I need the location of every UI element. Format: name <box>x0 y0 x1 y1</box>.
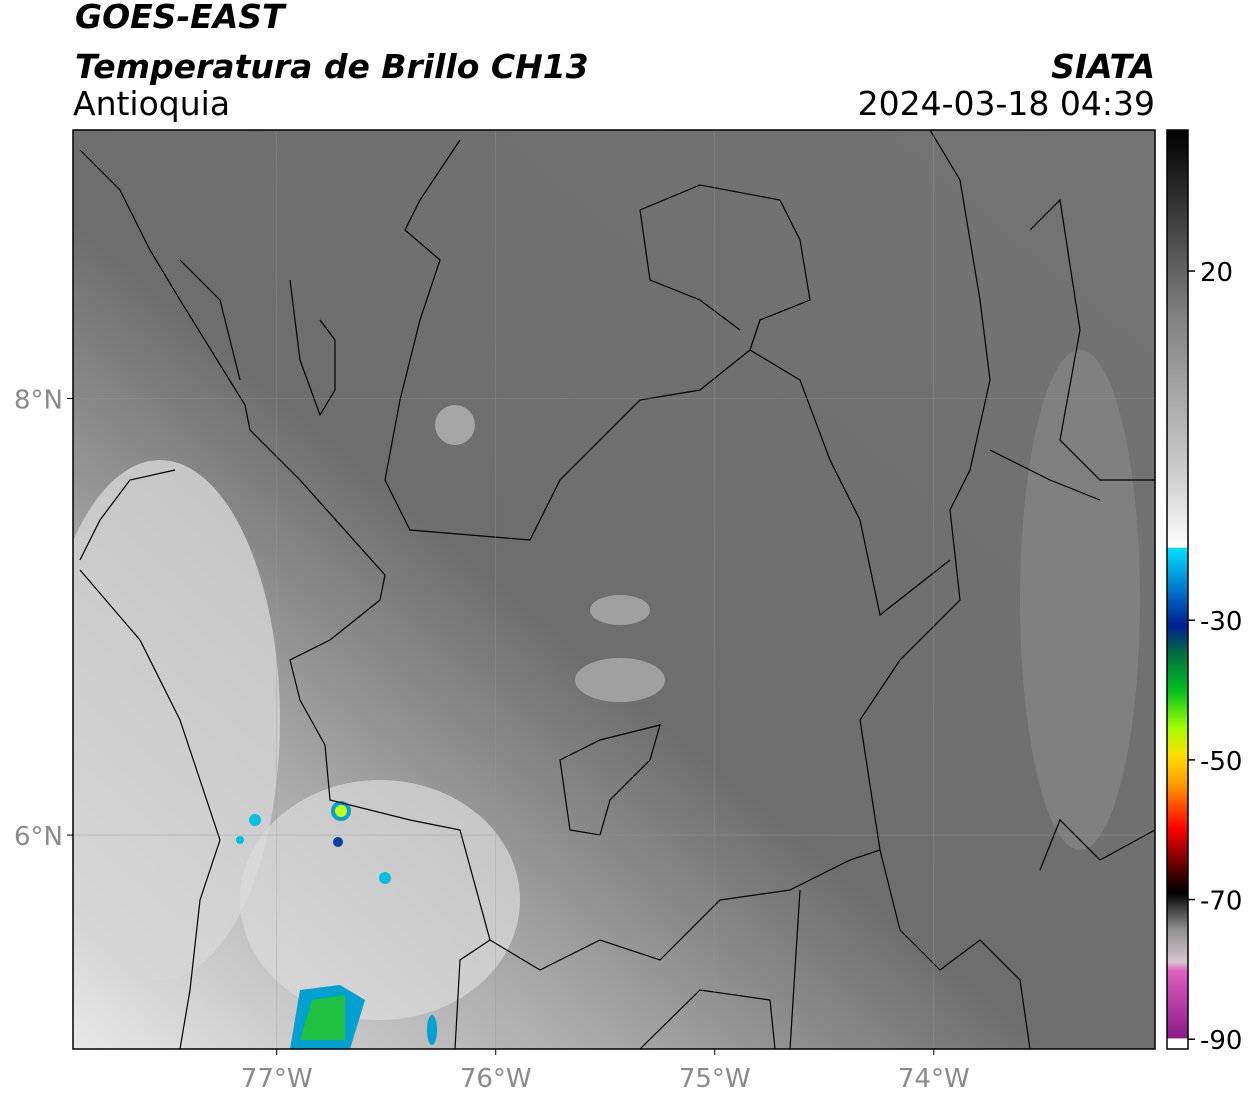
colorbar-label: -30 <box>1200 607 1242 637</box>
y-tick-label: 6°N <box>14 822 63 852</box>
region: Antioquia <box>73 84 230 123</box>
colorbar-label: 20 <box>1200 258 1233 288</box>
y-tick-label: 8°N <box>14 385 63 415</box>
x-tick-label: 77°W <box>241 1064 313 1094</box>
satellite-image <box>73 130 1155 1049</box>
title: GOES-EAST <box>75 0 287 36</box>
x-tick-label: 74°W <box>898 1064 970 1094</box>
colorbar-label: -90 <box>1200 1026 1242 1056</box>
graticule <box>73 130 1155 1049</box>
x-tick-label: 75°W <box>679 1064 751 1094</box>
source: SIATA <box>1051 47 1155 86</box>
colorbar <box>1166 129 1189 1050</box>
colorbar-label: -50 <box>1200 747 1242 777</box>
x-tick-label: 76°W <box>460 1064 532 1094</box>
subtitle: Temperatura de Brillo CH13 <box>75 47 589 86</box>
colorbar-label: -70 <box>1200 887 1242 917</box>
datetime: 2024-03-18 04:39 <box>858 84 1155 123</box>
map-frame <box>72 129 1156 1050</box>
